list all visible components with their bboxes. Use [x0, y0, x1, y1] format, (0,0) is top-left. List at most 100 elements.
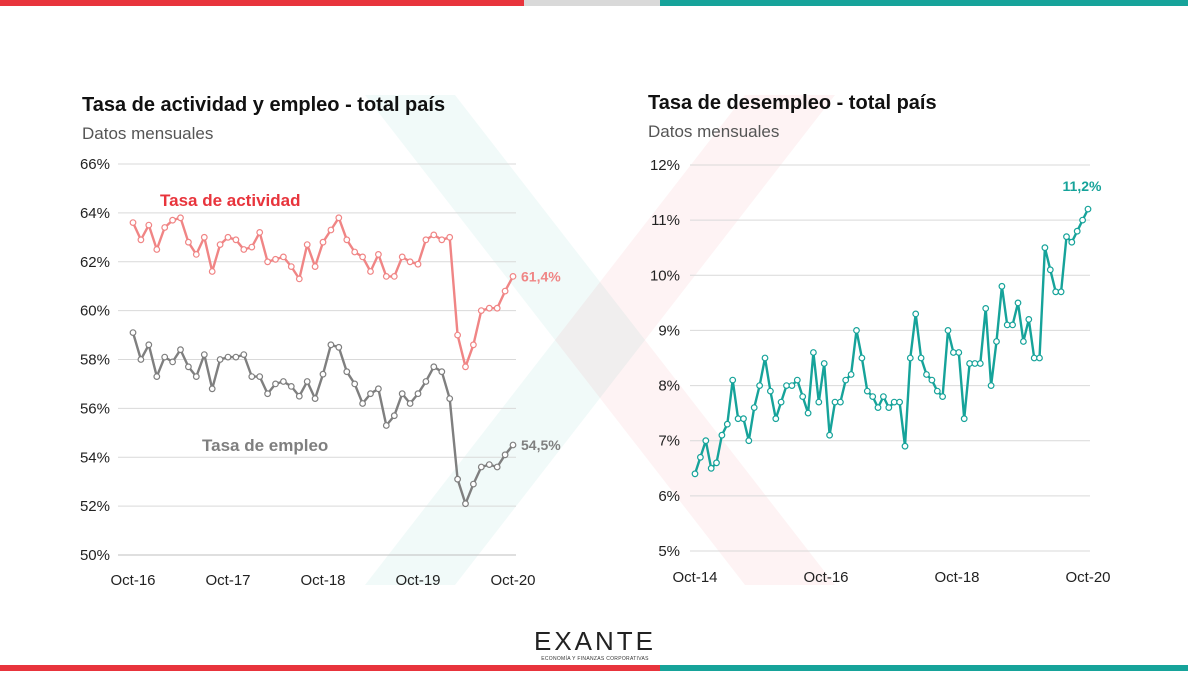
chart1-series-0-point-24	[319, 238, 327, 246]
chart2-series-0-point-48	[950, 349, 957, 356]
chart1-series-0-point-18	[272, 255, 279, 263]
chart1-series-0-point-10	[208, 268, 216, 275]
chart2-series-0-point-23	[815, 398, 823, 406]
chart1-series-1-point-18	[272, 380, 279, 388]
chart1-series-1-point-43	[470, 480, 477, 488]
chart2-x-tick-1: Oct-16	[803, 569, 848, 586]
chart1-series-0-point-45	[485, 304, 493, 312]
chart2-series-0-point-58	[1003, 321, 1011, 329]
chart2-series-0-point-1	[697, 453, 704, 461]
chart1-x-tick-3: Oct-19	[395, 572, 440, 589]
chart2-series-0-point-70	[1068, 238, 1076, 246]
chart1-series-0-point-15	[248, 243, 256, 251]
chart2-series-0-point-55	[987, 382, 995, 390]
chart2-series-0-point-31	[858, 354, 866, 362]
chart1-series-1-point-32	[382, 422, 390, 429]
chart2-x-tick-3: Oct-20	[1065, 569, 1110, 586]
chart1-x-tick-4: Oct-20	[490, 572, 535, 589]
chart2-series-0-point-47	[944, 327, 952, 334]
chart2-series-0-point-57	[998, 282, 1006, 290]
top-accent-bar-red	[0, 0, 524, 6]
chart2-series-0-point-72	[1079, 216, 1086, 224]
chart1-series-1-point-40	[446, 395, 454, 403]
chart1-series-0-point-37	[422, 236, 430, 244]
chart1-end-label-0: 61,4%	[521, 268, 561, 284]
chart1-series-1-point-25	[327, 341, 335, 349]
chart1-y-tick-2: 54%	[80, 449, 110, 466]
chart1-x-tick-0: Oct-16	[110, 572, 155, 589]
chart2-series-0-point-42	[917, 354, 925, 362]
chart2-series-0-point-53	[976, 360, 984, 367]
bottom-accent-bar-teal	[660, 665, 1188, 671]
chart1-series-0-point-47	[501, 287, 509, 295]
chart1-series-1-point-41	[454, 475, 462, 483]
chart2-series-0-point-44	[928, 376, 936, 384]
chart1-series-1-point-8	[192, 373, 200, 381]
chart2-series-0-point-16	[777, 398, 785, 406]
chart2-series-0-point-25	[826, 431, 833, 439]
chart2-y-tick-1: 6%	[658, 488, 680, 505]
chart1-y-tick-3: 56%	[80, 400, 110, 417]
chart2-series-0-point-59	[1009, 321, 1016, 329]
top-accent-bar-grey	[524, 0, 660, 6]
chart2-series-0-point-5	[718, 431, 726, 439]
chart2-series-0-point-40	[906, 354, 914, 362]
chart1-series-0-point-34	[398, 253, 406, 261]
chart2-series-0-point-14	[767, 387, 774, 395]
chart1-series-1-point-4	[161, 353, 169, 361]
chart2-series-0-point-50	[960, 415, 968, 423]
chart1-series-1-point-39	[438, 368, 446, 376]
unemployment-chart: 5% 6% 7% 8% 9% 10% 11% 12% Oct-14 Oct-16 Oct-18 Oct…	[650, 157, 1111, 586]
chart2-series-0-point-9	[740, 415, 747, 423]
chart1-series-1-point-48	[509, 441, 517, 449]
chart2-series-0-point-35	[880, 393, 887, 401]
chart1-series-1-point-6	[177, 346, 184, 354]
chart1-series-1-point-37	[422, 378, 430, 385]
chart1-series-1-point-11	[216, 356, 224, 363]
chart1-series-1-point-23	[311, 395, 319, 403]
chart1-series-0-point-29	[359, 253, 367, 261]
chart1-series-0-point-12	[224, 233, 232, 241]
activity-employment-chart: 50% 52% 54% 56% 58% 60% 62% 64% 66% Oct-16 Oct-17 O…	[80, 156, 561, 589]
chart2-series-0-point-65	[1041, 244, 1049, 252]
chart1-series-0-point-41	[454, 331, 462, 339]
logo-tagline: ECONOMÍA Y FINANZAS CORPORATIVAS	[541, 656, 649, 662]
chart1-series-0-point-7	[184, 238, 192, 246]
chart1-series-0-point-17	[264, 258, 272, 266]
chart1-series-0-point-39	[438, 236, 446, 244]
chart1-series-0-point-42	[462, 363, 469, 371]
chart1-y-tick-0: 50%	[80, 547, 110, 564]
chart1-series-1-point-19	[280, 378, 287, 385]
chart2-series-0-point-56	[993, 338, 1000, 345]
bottom-accent-bar-red	[0, 665, 660, 671]
top-accent-bar-teal	[660, 0, 1188, 6]
chart1-series-0-point-23	[311, 263, 319, 271]
logo-name: EXANTE	[533, 626, 657, 656]
chart2-series-0-point-61	[1020, 338, 1027, 345]
chart2-series-0-point-0	[691, 470, 699, 478]
chart1-series-1-point-31	[375, 385, 382, 393]
chart2-series-0-point-64	[1036, 354, 1043, 362]
chart1-series-0-point-11	[216, 241, 224, 249]
chart1-series-1-point-0	[129, 329, 137, 337]
chart1-series-0-point-30	[367, 268, 374, 275]
chart1-series-1-point-15	[248, 373, 256, 381]
chart1-y-tick-6: 62%	[80, 254, 110, 271]
chart2-series-0-point-30	[853, 327, 860, 334]
chart1-series-0-point-4	[161, 224, 169, 231]
chart1-series-0-point-25	[327, 226, 335, 234]
chart1-series-1-point-29	[359, 400, 367, 407]
exante-logo: EXANTE ECONOMÍA Y FINANZAS CORPORATIVAS	[530, 628, 660, 662]
chart1-series-1-point-7	[184, 363, 192, 371]
chart2-series-0-point-13	[761, 354, 769, 362]
chart2-y-tick-5: 10%	[650, 267, 680, 284]
chart2-series-0-point-46	[939, 393, 946, 401]
chart1-series-1-point-42	[462, 500, 469, 508]
chart1-series-0-point-36	[414, 260, 422, 268]
chart2-y-tick-3: 8%	[658, 378, 680, 395]
chart1-series-1-point-9	[200, 351, 208, 359]
chart1-series-1-point-21	[295, 392, 303, 400]
chart2-series-0-point-29	[847, 371, 855, 378]
chart2-series-0-point-7	[729, 376, 737, 384]
